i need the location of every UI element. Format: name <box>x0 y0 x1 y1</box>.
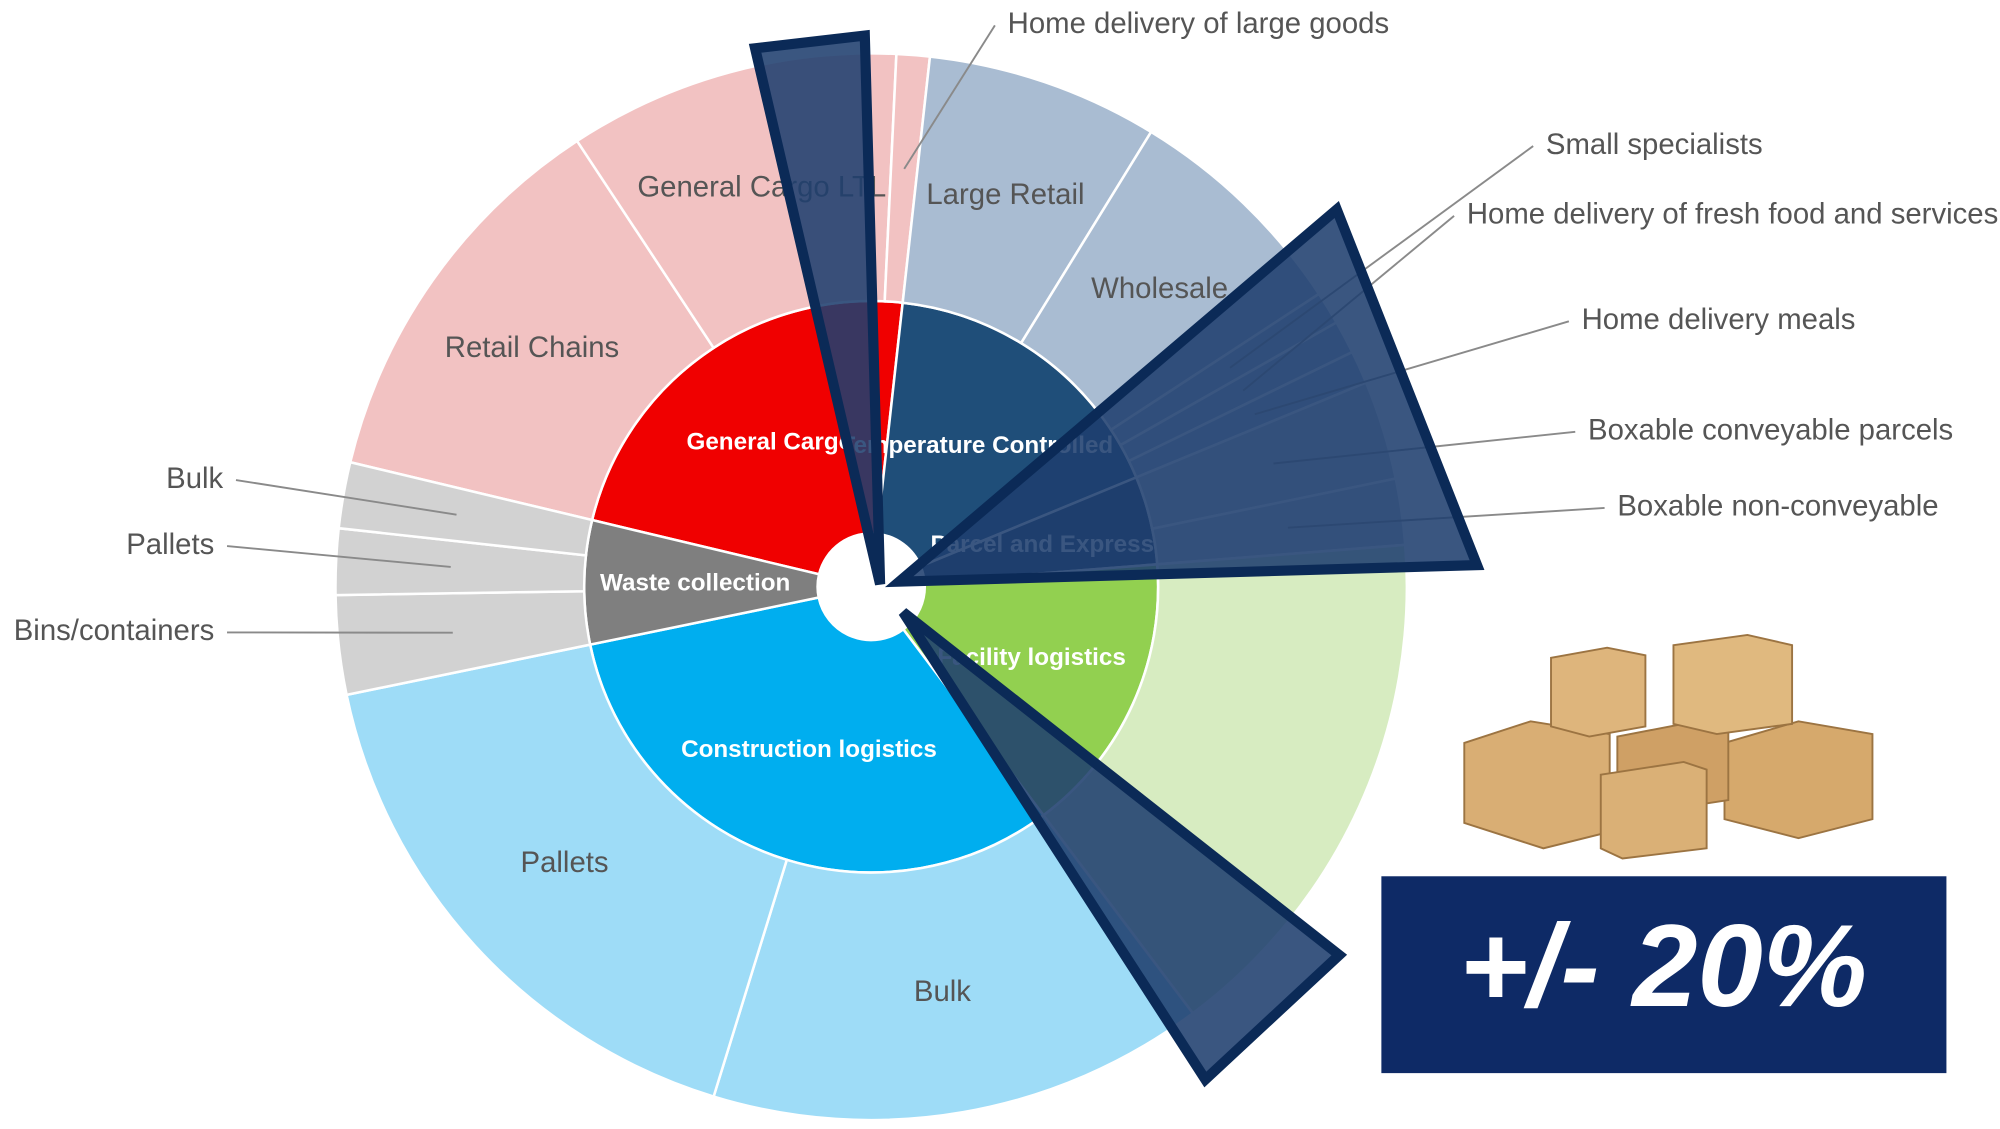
outer-label: Bulk <box>166 463 223 495</box>
outer-label: Boxable non-conveyable <box>1617 491 1938 523</box>
wedge <box>748 29 886 586</box>
outer-label: Wholesale <box>1091 273 1228 305</box>
outer-label: Pallets <box>521 847 609 879</box>
outer-label: Small specialists <box>1546 129 1763 161</box>
outer-label: Retail Chains <box>445 332 619 364</box>
wedge <box>884 201 1485 588</box>
outer-segment <box>345 643 789 1099</box>
outer-label: Home delivery of large goods <box>1008 8 1389 40</box>
wedge <box>898 608 1348 1088</box>
outer-segment <box>348 139 716 522</box>
inner-label: Waste collection <box>600 569 790 596</box>
callout-text: +/- 20% <box>1459 900 1867 1031</box>
outer-label: Pallets <box>126 529 214 561</box>
inner-label: General Cargo <box>686 429 853 456</box>
outer-label: Boxable conveyable parcels <box>1588 415 1953 447</box>
box <box>1723 720 1874 840</box>
inner-label: Construction logistics <box>681 736 937 763</box>
leader-line <box>903 24 996 170</box>
boxes-illustration <box>1463 634 1874 860</box>
highlight-wedges <box>748 29 1485 1088</box>
outer-label: Large Retail <box>926 179 1084 211</box>
outer-segment <box>712 813 1195 1122</box>
outer-label: Bins/containers <box>14 615 215 647</box>
box <box>1672 634 1794 736</box>
outer-label: Home delivery meals <box>1582 304 1856 336</box>
center-hole <box>817 533 925 641</box>
leader-line <box>226 545 451 568</box>
callout-box <box>1381 876 1947 1074</box>
outer-label: Bulk <box>914 976 971 1008</box>
box <box>1463 720 1611 850</box>
outer-segment <box>337 460 594 557</box>
outer-label: Home delivery of fresh food and services <box>1467 199 1998 231</box>
box <box>1599 761 1708 860</box>
leader-line <box>235 479 457 516</box>
box <box>1550 646 1647 738</box>
